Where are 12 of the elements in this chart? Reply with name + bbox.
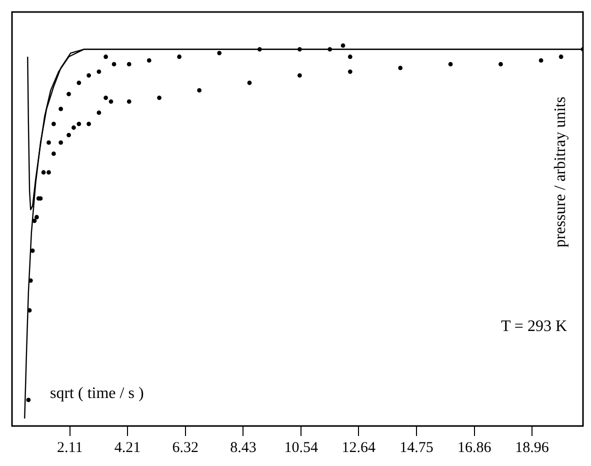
x-tick-label: 12.64 [342, 440, 376, 456]
x-tick-label: 18.96 [515, 440, 550, 456]
x-tick-label: 2.11 [57, 440, 83, 456]
y-axis-title: pressure / arbitray units [552, 96, 569, 248]
annotation: T = 293 K [500, 318, 568, 335]
x-tick-label: 6.32 [172, 440, 198, 456]
x-tick-label: 16.86 [458, 440, 492, 456]
x-tick-label: 10.54 [284, 440, 318, 456]
x-tick-label: 14.75 [400, 440, 434, 456]
x-tick-label: 4.21 [114, 440, 141, 456]
x-axis-title: sqrt ( time / s ) [50, 385, 144, 402]
x-tick-label: 8.43 [230, 440, 256, 456]
